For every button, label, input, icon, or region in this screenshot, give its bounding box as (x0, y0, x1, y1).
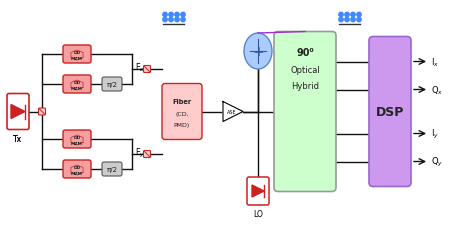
FancyBboxPatch shape (162, 84, 202, 140)
FancyBboxPatch shape (144, 66, 151, 73)
Circle shape (345, 18, 349, 22)
FancyBboxPatch shape (274, 32, 336, 192)
Text: I$_x$: I$_x$ (431, 56, 439, 68)
Text: LO: LO (253, 209, 263, 218)
FancyBboxPatch shape (63, 46, 91, 64)
FancyBboxPatch shape (144, 151, 151, 158)
Text: Hybrid: Hybrid (291, 82, 319, 91)
Circle shape (163, 18, 167, 22)
Text: Q$_y$: Q$_y$ (431, 155, 443, 168)
Text: E$_y$: E$_y$ (135, 146, 145, 159)
Text: DD: DD (73, 135, 81, 139)
Circle shape (357, 18, 361, 22)
Text: Fiber: Fiber (173, 99, 191, 105)
Circle shape (175, 18, 179, 22)
Text: Tx: Tx (13, 135, 23, 144)
Text: MZM: MZM (71, 57, 83, 61)
Circle shape (339, 13, 343, 18)
Text: DD: DD (73, 81, 81, 85)
Polygon shape (252, 185, 264, 197)
Text: I$_y$: I$_y$ (431, 127, 439, 140)
Text: ASE: ASE (227, 110, 237, 115)
Circle shape (351, 13, 355, 18)
Text: (CD,: (CD, (175, 112, 189, 117)
Text: Q$_x$: Q$_x$ (431, 84, 443, 96)
Text: +: + (252, 45, 264, 59)
FancyBboxPatch shape (369, 37, 411, 187)
Text: 90⁰: 90⁰ (296, 47, 314, 57)
Circle shape (175, 13, 179, 18)
Circle shape (169, 18, 173, 22)
Text: DSP: DSP (376, 106, 404, 119)
Circle shape (163, 13, 167, 18)
Circle shape (181, 18, 185, 22)
Circle shape (169, 13, 173, 18)
FancyBboxPatch shape (102, 78, 122, 92)
Text: DD: DD (73, 51, 81, 55)
Circle shape (345, 13, 349, 18)
FancyBboxPatch shape (38, 108, 46, 115)
Ellipse shape (244, 34, 272, 70)
Text: MZM: MZM (71, 171, 83, 175)
Text: E$_x$: E$_x$ (135, 61, 145, 74)
FancyBboxPatch shape (7, 94, 29, 130)
Circle shape (351, 18, 355, 22)
FancyBboxPatch shape (63, 160, 91, 178)
Text: MZM: MZM (71, 141, 83, 145)
Text: π/2: π/2 (107, 82, 118, 88)
Circle shape (357, 13, 361, 18)
Text: Optical: Optical (290, 66, 320, 75)
Circle shape (181, 13, 185, 18)
Polygon shape (11, 105, 25, 119)
Circle shape (339, 18, 343, 22)
FancyBboxPatch shape (247, 177, 269, 205)
FancyBboxPatch shape (63, 76, 91, 94)
FancyBboxPatch shape (63, 130, 91, 148)
Text: Tx: Tx (13, 135, 23, 144)
Text: π/2: π/2 (107, 166, 118, 172)
Polygon shape (223, 102, 243, 122)
FancyBboxPatch shape (102, 162, 122, 176)
Text: PMD): PMD) (174, 122, 190, 127)
Text: MZM: MZM (71, 87, 83, 91)
Text: DD: DD (73, 165, 81, 169)
